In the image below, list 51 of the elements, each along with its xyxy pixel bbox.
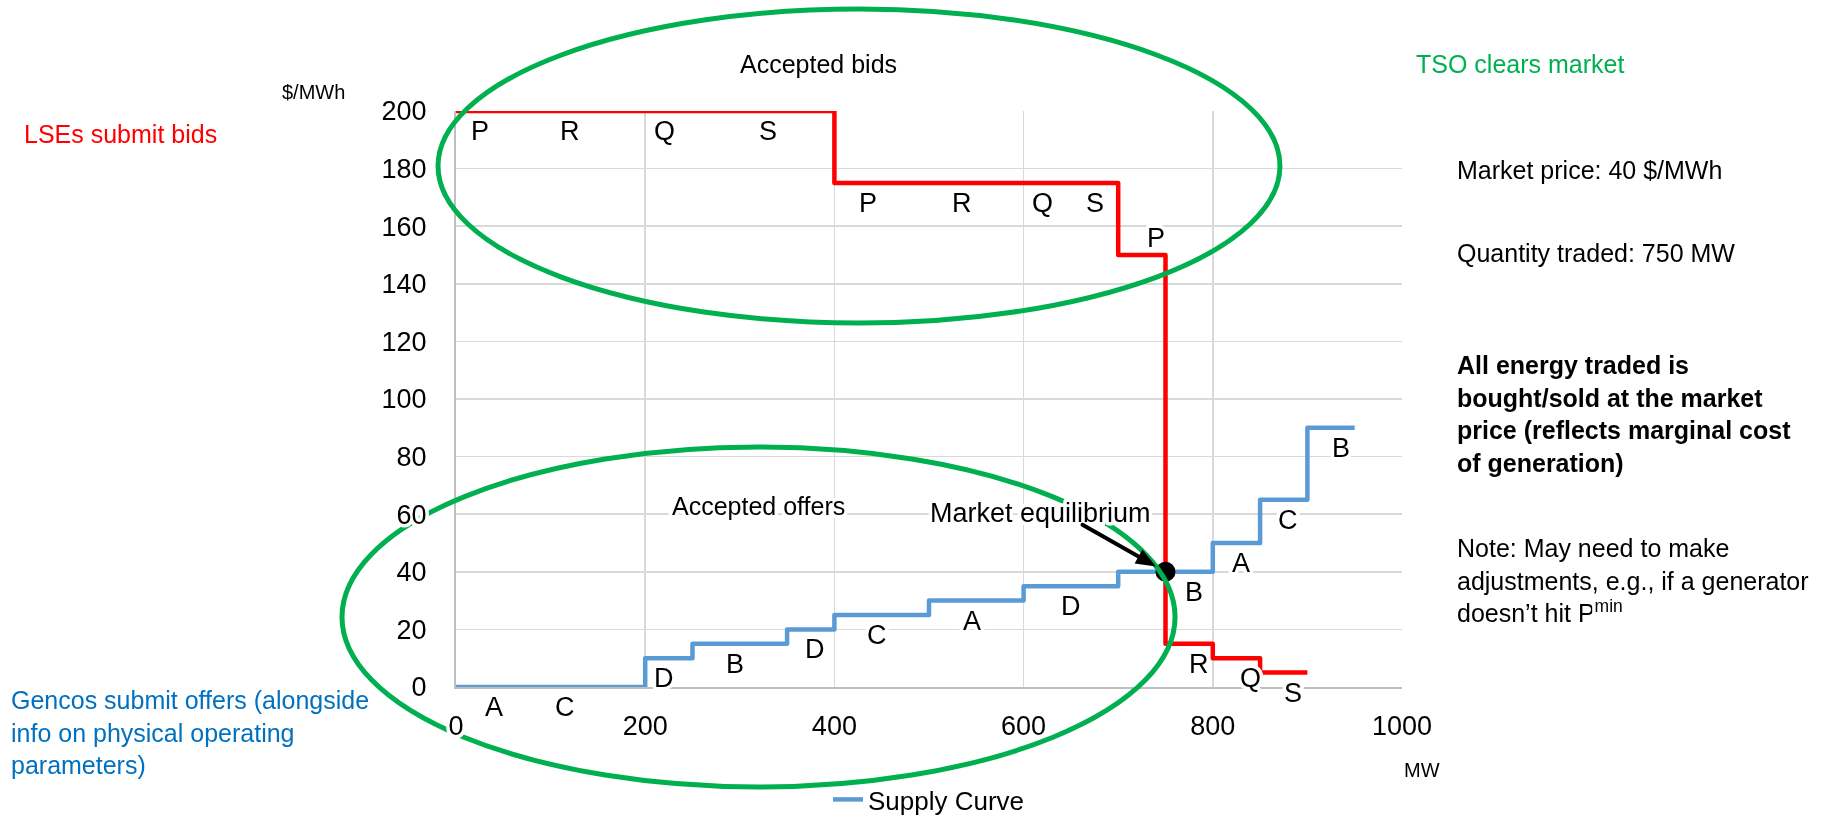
- annotation: C: [867, 620, 887, 650]
- y-tick-label: 200: [381, 96, 427, 127]
- y-axis-title: $/MWh: [282, 81, 346, 103]
- y-tick-label: 120: [381, 326, 427, 357]
- annotation: A: [963, 606, 982, 636]
- annotation: Accepted offers: [672, 492, 846, 520]
- annotation: R: [952, 188, 972, 218]
- text: All energy traded is bought/sold at the market price (reflects marginal cost of generation): [1457, 351, 1792, 477]
- annotation: D: [654, 663, 674, 693]
- annotation: D: [1061, 591, 1081, 621]
- x-tick-label: 800: [1190, 711, 1236, 742]
- annotation: A: [485, 692, 504, 722]
- x-tick-label: 400: [811, 711, 857, 742]
- text: LSEs submit bids: [24, 120, 218, 148]
- y-tick-label: 140: [381, 269, 427, 300]
- text: Gencos submit offers (alongside info on physical operating parameters): [11, 686, 370, 779]
- annotation: Q: [1240, 663, 1262, 693]
- annotation: D: [805, 634, 825, 664]
- annotation: S: [759, 116, 778, 146]
- text: Quantity traded: 750 MW: [1457, 239, 1736, 267]
- text: Accepted bids: [740, 50, 898, 78]
- y-tick-label: 20: [396, 614, 427, 645]
- y-tick-label: 0: [411, 672, 427, 703]
- y-tick-label: 180: [381, 154, 427, 185]
- y-tick-label: 80: [396, 442, 427, 473]
- text: TSO clears market: [1416, 50, 1625, 78]
- annotation: R: [560, 116, 580, 146]
- annotation: P: [1147, 223, 1166, 253]
- y-tick-label: 160: [381, 211, 427, 242]
- x-axis-title: MW: [1404, 759, 1440, 781]
- annotation: B: [1185, 577, 1204, 607]
- x-tick-label: 1000: [1371, 711, 1433, 742]
- annotation: S: [1284, 678, 1303, 708]
- y-tick-label: 100: [381, 384, 427, 415]
- annotation: S: [1086, 188, 1105, 218]
- annotation: C: [1278, 505, 1298, 535]
- legend-label: Supply Curve: [868, 785, 1025, 815]
- y-tick-label: 40: [396, 557, 427, 588]
- annotation: Q: [1032, 188, 1054, 218]
- annotation: A: [1232, 548, 1251, 578]
- annotation: C: [555, 692, 575, 722]
- x-tick-label: 200: [622, 711, 668, 742]
- annotation: B: [726, 649, 745, 679]
- annotation: Q: [654, 116, 676, 146]
- annotation: P: [859, 188, 878, 218]
- x-tick-label: 600: [1001, 711, 1047, 742]
- annotation: B: [1332, 433, 1351, 463]
- text: Market price: 40 $/MWh: [1457, 156, 1723, 184]
- annotation: R: [1189, 649, 1209, 679]
- annotation: P: [471, 116, 490, 146]
- text: Note: May need to make adjustments, e.g., if a generator doesn’t hit P$^{min}$: [1457, 534, 1809, 627]
